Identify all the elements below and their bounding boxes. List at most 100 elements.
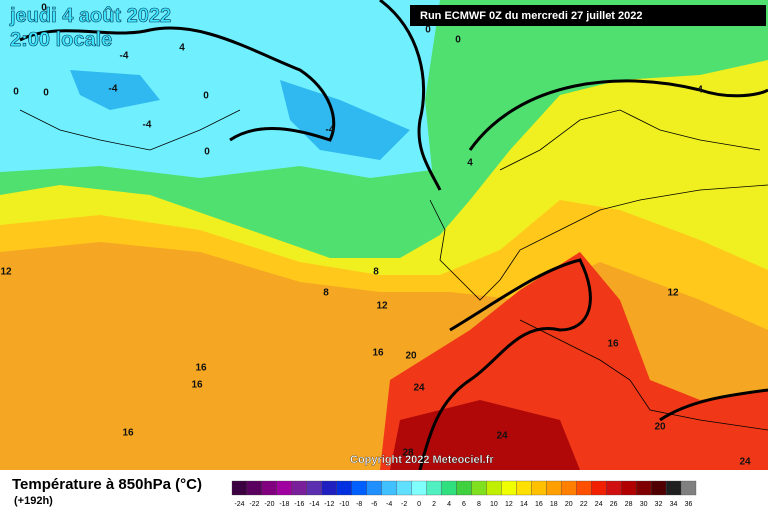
legend-label: 32 — [655, 501, 663, 508]
contour-label: -4 — [109, 84, 118, 95]
contour-label: 24 — [413, 383, 425, 394]
legend-swatch — [531, 480, 547, 496]
contour-label: 0 — [13, 87, 19, 98]
legend-swatch — [591, 480, 607, 496]
legend-swatch — [366, 480, 382, 496]
map-fields — [0, 0, 768, 471]
legend-swatch — [396, 480, 412, 496]
coastline — [429, 184, 768, 301]
legend-swatch — [486, 480, 502, 496]
legend-label: -10 — [339, 501, 349, 508]
legend-label: 22 — [580, 501, 588, 508]
legend-label: 34 — [670, 501, 678, 508]
contour-label: 16 — [372, 348, 384, 359]
legend-swatch — [621, 480, 637, 496]
run-label: Run ECMWF 0Z du mercredi 27 juillet 2022 — [420, 10, 643, 22]
legend-swatch — [606, 480, 622, 496]
map-labels: 0 0 0 4 -4 0 0 -4 0 -4 -4 0 4 4 12 8 8 12 12 16 20 16 16 24 16 16… — [0, 3, 751, 468]
legend-swatch — [456, 480, 472, 496]
legend-label: -2 — [401, 501, 407, 508]
contours — [19, 0, 768, 471]
contour-label: 28 — [402, 448, 414, 459]
contour-label: 24 — [739, 457, 751, 468]
contour-label: 8 — [323, 288, 329, 299]
legend-label: -24 — [234, 501, 244, 508]
contour-label: 8 — [373, 267, 379, 278]
contour-label: 12 — [667, 288, 679, 299]
contour-label: 20 — [654, 422, 666, 433]
contour-label: 24 — [496, 431, 508, 442]
coastline — [19, 109, 241, 151]
legend-swatch — [276, 480, 293, 496]
contour-label: 0 — [425, 25, 431, 36]
contour-label: -4 — [143, 120, 152, 131]
legend-label: 36 — [685, 501, 693, 508]
contour — [418, 258, 592, 471]
footer-title: Température à 850hPa (°C) — [12, 476, 202, 493]
legend-swatch — [441, 480, 457, 496]
contour-label: 16 — [191, 380, 203, 391]
legend-label: 24 — [595, 501, 603, 508]
legend-swatch — [650, 480, 667, 496]
legend-label: 16 — [535, 501, 543, 508]
legend-swatch — [411, 480, 427, 496]
coastline — [499, 109, 761, 171]
coastlines — [19, 109, 768, 431]
contour-label: 12 — [376, 301, 388, 312]
time-label: 2:00 locale — [10, 29, 112, 51]
legend-label: -4 — [386, 501, 392, 508]
contour — [19, 26, 336, 142]
legend-swatch — [336, 480, 352, 496]
legend-label: 2 — [432, 501, 436, 508]
run-box — [410, 5, 766, 26]
coastline — [519, 319, 768, 431]
legend-swatch — [351, 480, 367, 496]
legend-label: 0 — [417, 501, 421, 508]
contour-label: -4 — [326, 125, 335, 136]
contour-label: 12 — [0, 267, 12, 278]
legend-swatch — [426, 480, 442, 496]
contour-label: 16 — [195, 363, 207, 374]
legend-label: 26 — [610, 501, 618, 508]
legend-swatch — [231, 480, 248, 496]
legend-label: -18 — [279, 501, 289, 508]
contour-label: 0 — [204, 147, 210, 158]
legend-label: 6 — [462, 501, 466, 508]
contour-label: 16 — [122, 428, 134, 439]
legend-label: 20 — [565, 501, 573, 508]
legend-label: -22 — [249, 501, 259, 508]
legend-swatch — [635, 480, 652, 496]
legend-swatch — [546, 480, 562, 496]
contour-label: 4 — [467, 158, 473, 169]
legend-swatch — [561, 480, 577, 496]
legend-swatch — [665, 480, 682, 496]
legend-label: 4 — [447, 501, 451, 508]
legend-label: -6 — [371, 501, 377, 508]
contour-label: 0 — [455, 35, 461, 46]
legend-label: 18 — [550, 501, 558, 508]
date-label: jeudi 4 août 2022 — [9, 5, 171, 27]
legend-swatch — [680, 480, 697, 496]
legend-swatch — [246, 480, 263, 496]
legend-label: 14 — [520, 501, 528, 508]
contour-label: 0 — [43, 88, 49, 99]
legend-swatch — [261, 480, 278, 496]
legend-label: -14 — [309, 501, 319, 508]
legend-label: -20 — [264, 501, 274, 508]
legend-swatch — [306, 480, 322, 496]
legend-swatch — [516, 480, 532, 496]
contour-label: 4 — [697, 85, 703, 96]
legend-label: 8 — [477, 501, 481, 508]
legend-swatch — [501, 480, 517, 496]
contour-label: 0 — [41, 3, 47, 14]
legend-label: -8 — [356, 501, 362, 508]
contour — [379, 0, 442, 191]
footer-lead: (+192h) — [14, 495, 53, 507]
contour-label: 16 — [607, 339, 619, 350]
copyright: Copyright 2022 Meteociel.fr — [350, 454, 494, 466]
contour — [468, 79, 768, 151]
legend-swatch — [321, 480, 337, 496]
legend-swatch — [471, 480, 487, 496]
